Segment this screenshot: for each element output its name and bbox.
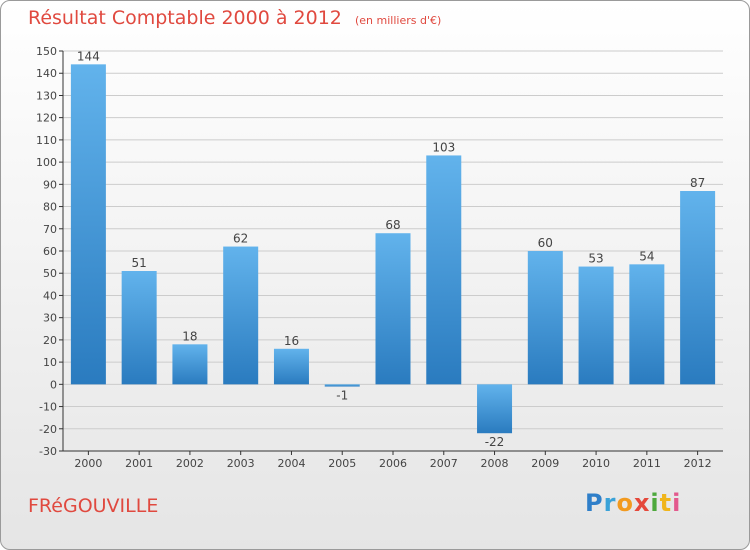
x-tick-label: 2008 (481, 457, 509, 470)
x-tick-label: 2007 (430, 457, 458, 470)
y-tick-label: 140 (36, 67, 57, 80)
y-tick-label: 60 (43, 245, 57, 258)
y-tick-label: 120 (36, 112, 57, 125)
bar (578, 266, 614, 385)
logo-letter: P (585, 489, 604, 517)
bar (223, 246, 259, 385)
x-tick-label: 2006 (379, 457, 407, 470)
y-tick-label: 80 (43, 201, 57, 214)
y-tick-label: -10 (39, 401, 57, 414)
chart-title-row: Résultat Comptable 2000 à 2012 (en milli… (28, 7, 441, 29)
x-tick-label: 2000 (74, 457, 102, 470)
x-tick-label: 2005 (328, 457, 356, 470)
data-label: 144 (77, 49, 100, 63)
x-tick-label: 2002 (176, 457, 204, 470)
chart-title: Résultat Comptable 2000 à 2012 (28, 7, 342, 29)
bar (527, 251, 563, 385)
y-tick-label: 100 (36, 156, 57, 169)
logo-letter: i (650, 489, 660, 517)
y-tick-label: 90 (43, 178, 57, 191)
data-label: 60 (538, 236, 553, 250)
data-label: 87 (690, 176, 705, 190)
bar (477, 384, 513, 434)
y-tick-label: 50 (43, 267, 57, 280)
y-tick-label: 70 (43, 223, 57, 236)
y-tick-label: 150 (36, 45, 57, 58)
data-label: 103 (432, 140, 455, 154)
bar (121, 271, 157, 385)
bar (172, 344, 208, 385)
x-tick-label: 2001 (125, 457, 153, 470)
bar (426, 155, 462, 385)
bar (324, 384, 360, 387)
data-label: 62 (233, 232, 248, 246)
chart-subtitle: (en milliers d'€) (354, 14, 442, 27)
logo-letter: i (672, 489, 682, 517)
bar (629, 264, 665, 385)
data-label: 18 (182, 329, 197, 343)
data-label: 16 (284, 334, 299, 348)
bar (273, 348, 309, 385)
data-label: 51 (132, 256, 147, 270)
commune-name: FRéGOUVILLE (28, 495, 159, 517)
x-tick-label: 2010 (582, 457, 610, 470)
x-tick-label: 2011 (633, 457, 661, 470)
data-label: 54 (639, 249, 654, 263)
x-tick-label: 2004 (277, 457, 305, 470)
logo-letter: r (603, 489, 617, 517)
logo-letter: t (659, 489, 673, 517)
y-tick-label: 40 (43, 289, 57, 302)
y-tick-label: 30 (43, 312, 57, 325)
y-tick-label: 10 (43, 356, 57, 369)
bar (70, 64, 106, 385)
logo-letter: x (633, 489, 651, 517)
bar (375, 233, 411, 385)
x-tick-label: 2003 (227, 457, 255, 470)
bar (680, 191, 716, 385)
y-tick-label: -30 (39, 445, 57, 458)
y-tick-label: 20 (43, 334, 57, 347)
data-label: -22 (485, 435, 505, 449)
y-tick-label: 130 (36, 89, 57, 102)
data-label: -1 (336, 389, 348, 403)
data-label: 53 (588, 252, 603, 266)
x-tick-label: 2012 (684, 457, 712, 470)
x-tick-label: 2009 (531, 457, 559, 470)
proxiti-logo: Proxiti (585, 489, 681, 517)
y-tick-label: 0 (50, 378, 57, 391)
data-label: 68 (385, 218, 400, 232)
y-tick-label: 110 (36, 134, 57, 147)
y-tick-label: -20 (39, 423, 57, 436)
logo-letter: o (616, 489, 634, 517)
